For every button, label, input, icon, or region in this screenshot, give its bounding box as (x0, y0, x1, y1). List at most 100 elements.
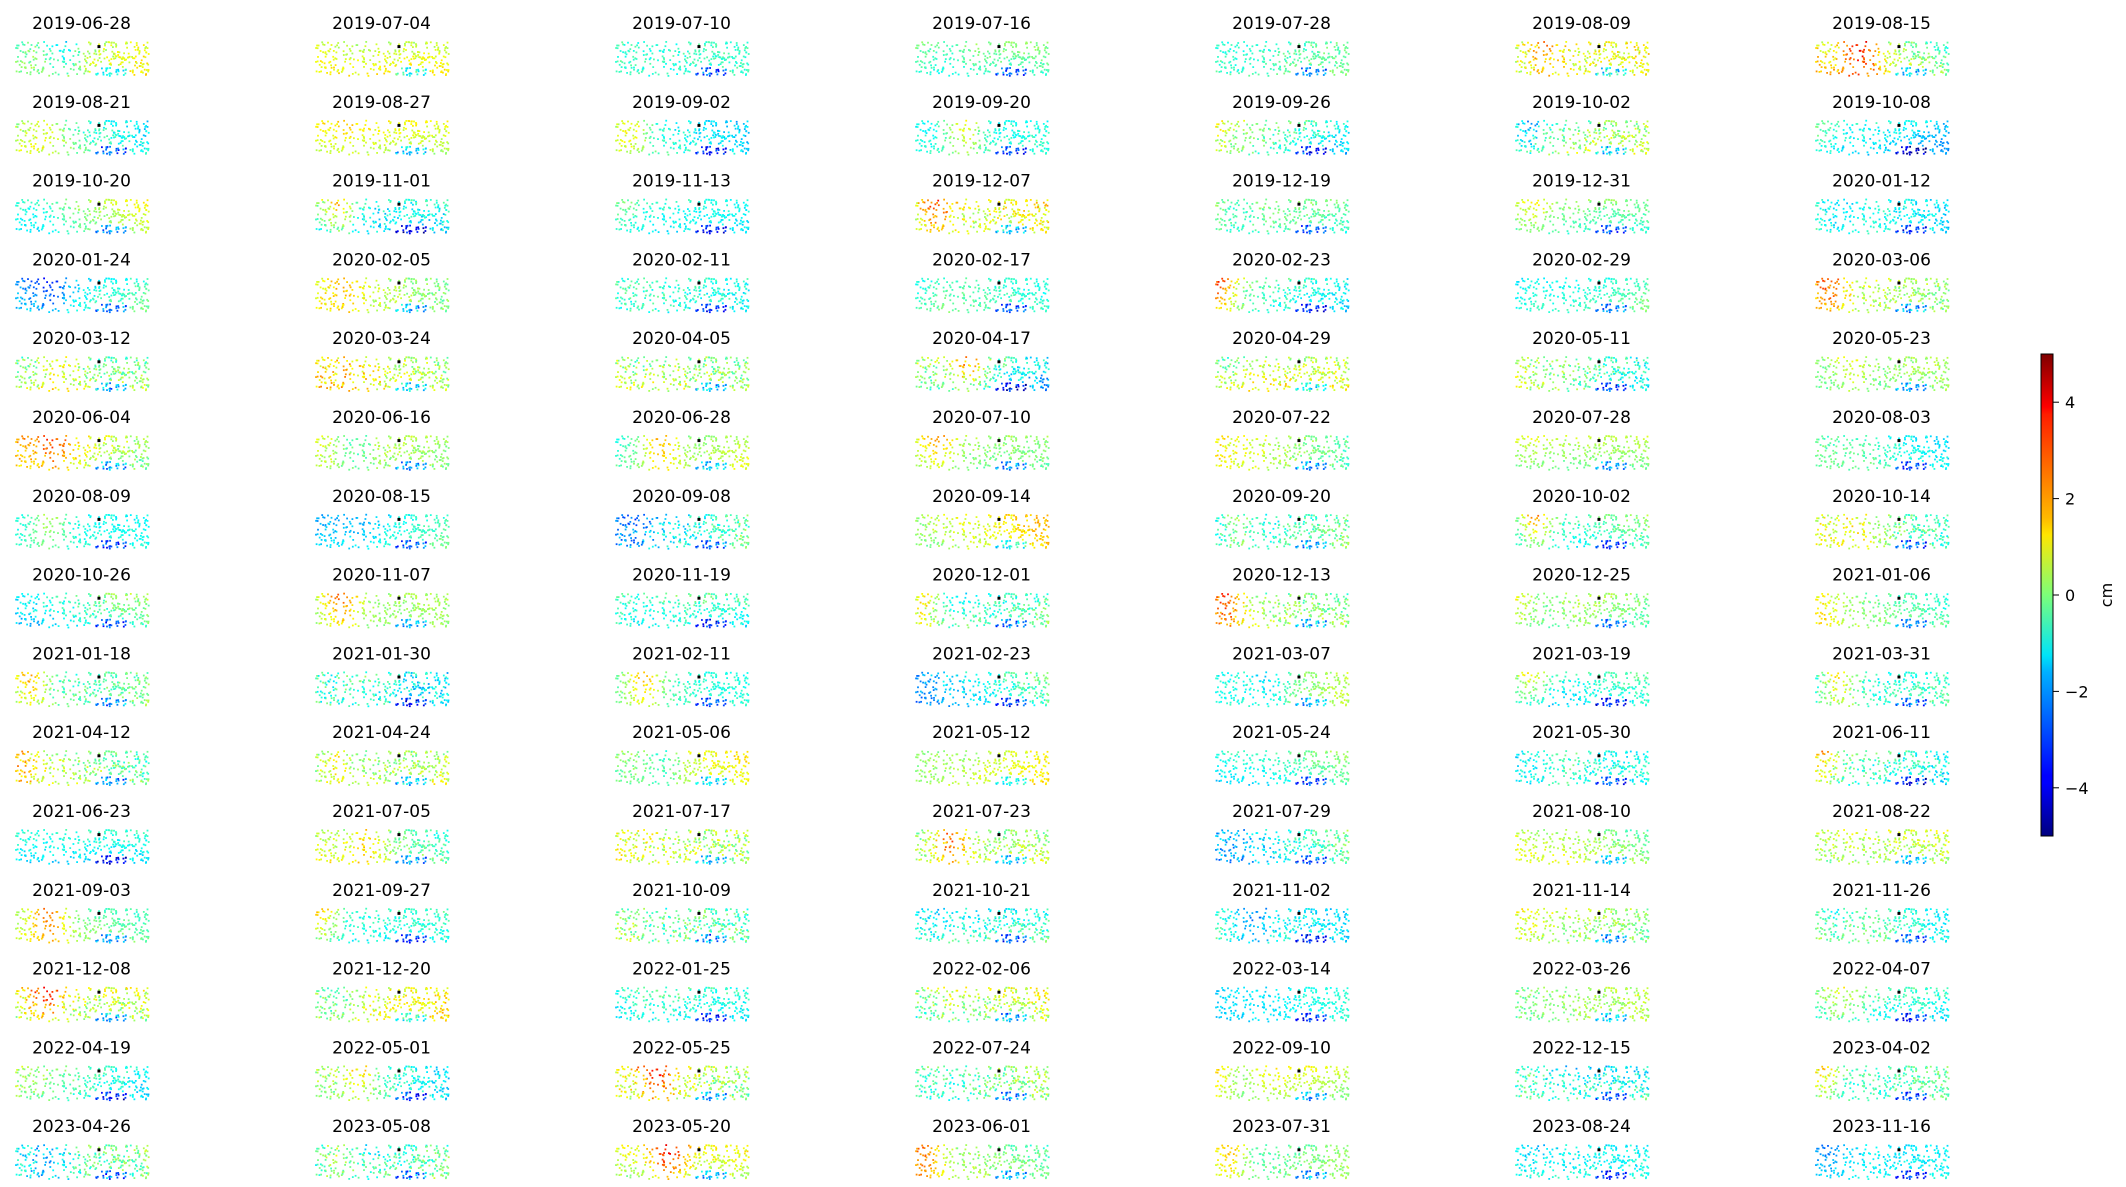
scatter-point (143, 142, 145, 144)
scatter-point (711, 120, 713, 122)
scatter-point (335, 143, 337, 145)
scatter-point (123, 153, 125, 155)
scatter-point (717, 69, 719, 71)
scatter-point (1863, 130, 1865, 132)
scatter-point (1005, 49, 1007, 51)
scatter-point (1930, 41, 1932, 43)
scatter-point (128, 132, 130, 134)
scatter-point (117, 148, 119, 150)
scatter-point (710, 44, 712, 46)
scatter-point (643, 120, 645, 122)
scatter-point (965, 142, 967, 144)
scatter-point (745, 73, 747, 75)
scatter-point (650, 50, 652, 52)
scatter-point (677, 133, 679, 135)
scatter-point (56, 123, 58, 125)
scatter-point (636, 44, 638, 46)
scatter-point (1306, 153, 1308, 155)
scatter-point (1005, 120, 1007, 122)
scatter-point (1325, 148, 1327, 150)
scatter-point (147, 121, 149, 123)
scatter-point (1576, 122, 1578, 124)
scatter-point (1603, 48, 1605, 50)
scatter-point (1923, 153, 1925, 155)
scatter-point (1531, 44, 1533, 46)
scatter-point (134, 143, 136, 145)
scatter-point (687, 71, 689, 73)
scatter-point (1344, 49, 1346, 51)
scatter-point (1263, 128, 1265, 130)
scatter-point (400, 132, 402, 134)
scatter-point (349, 63, 351, 65)
scatter-point (429, 140, 431, 142)
scatter-point (394, 137, 396, 139)
scatter-point (1217, 135, 1219, 137)
scatter-point (1625, 73, 1627, 75)
scatter-point (1865, 41, 1867, 43)
scatter-point (736, 123, 738, 125)
scatter-point (404, 123, 406, 125)
scatter-point (1267, 73, 1269, 75)
scatter-point (343, 54, 345, 56)
scatter-point (324, 44, 326, 46)
scatter-point (422, 56, 424, 58)
scatter-point (959, 50, 961, 52)
scatter-point (1545, 137, 1547, 139)
scatter-point (328, 50, 330, 52)
scatter-point (101, 68, 103, 70)
scatter-point (689, 122, 691, 124)
scatter-point (1643, 63, 1645, 65)
scatter-point (322, 130, 324, 132)
scatter-point (1262, 56, 1264, 58)
scatter-point (1276, 122, 1278, 124)
scatter-point (145, 73, 147, 75)
scatter-point (1920, 142, 1922, 144)
scatter-point (1936, 121, 1938, 123)
scatter-point (1829, 48, 1831, 50)
scatter-point (43, 133, 45, 135)
scatter-point (1311, 130, 1313, 132)
scatter-point (998, 130, 1000, 132)
scatter-point (27, 121, 29, 123)
scatter-point (1288, 120, 1290, 122)
scatter-point (1297, 138, 1299, 140)
scatter-point (925, 135, 927, 137)
scatter-point (1895, 53, 1897, 55)
scatter-point (1525, 135, 1527, 137)
scatter-point (109, 75, 111, 77)
scatter-point (1597, 73, 1599, 75)
scatter-point (745, 135, 747, 137)
scatter-point (1635, 56, 1637, 58)
scatter-point (384, 137, 386, 139)
scatter-point (1284, 134, 1286, 136)
scatter-point (1820, 50, 1822, 52)
scatter-point (73, 134, 75, 136)
scatter-point (1827, 42, 1829, 44)
scatter-point (936, 52, 938, 54)
scatter-point (1018, 149, 1020, 151)
scatter-point (50, 50, 52, 52)
scatter-point (1298, 51, 1300, 53)
scatter-point (1267, 151, 1269, 153)
scatter-point (1295, 144, 1297, 146)
scatter-point (721, 140, 723, 142)
scatter-point (85, 139, 87, 141)
scatter-point (1277, 54, 1279, 56)
scatter-point (1006, 135, 1008, 137)
scatter-point (1626, 121, 1628, 123)
scatter-point (353, 137, 355, 139)
scatter-point (1943, 56, 1945, 58)
scatter-point (1844, 140, 1846, 142)
scatter-point (924, 123, 926, 125)
scatter-point (1536, 44, 1538, 46)
scatter-point (744, 128, 746, 130)
scatter-point (1042, 151, 1044, 153)
scatter-point (1935, 134, 1937, 136)
scatter-point (319, 150, 321, 152)
scatter-point (332, 135, 334, 137)
scatter-point (434, 153, 436, 155)
scatter-point (110, 63, 112, 65)
scatter-point (1313, 58, 1315, 60)
scatter-point (1246, 45, 1248, 47)
scatter-point (68, 75, 70, 77)
